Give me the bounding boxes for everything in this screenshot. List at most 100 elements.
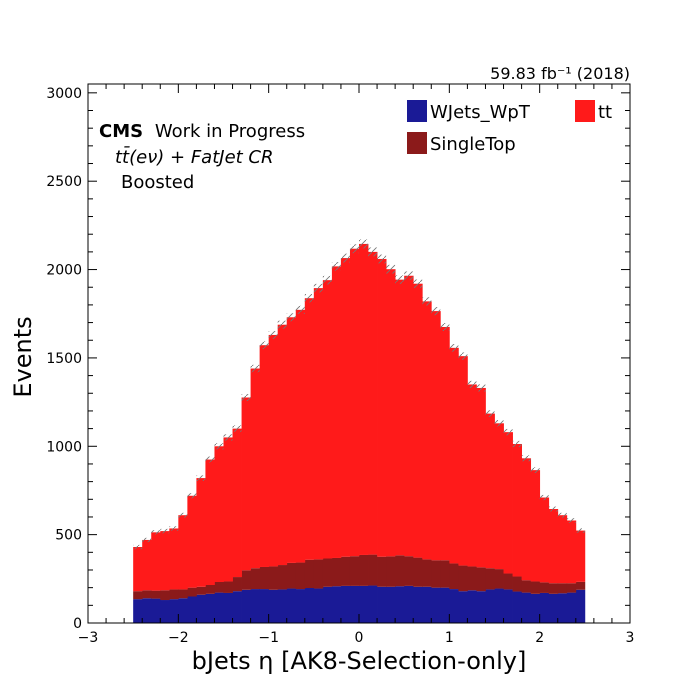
svg-text:CMS Work in Progress: CMS Work in Progress (99, 121, 305, 142)
bar-singletop-47 (557, 583, 568, 594)
bar-tt-29 (395, 279, 405, 556)
uncertainty-band-34 (440, 323, 450, 331)
bar-singletop-38 (476, 567, 486, 592)
bar-wjets-wpt-30 (404, 585, 414, 623)
bar-wjets-wpt-40 (494, 588, 504, 623)
bar-wjets-wpt-45 (539, 592, 550, 623)
bar-singletop-24 (349, 556, 360, 586)
category-label: Boosted (121, 172, 194, 193)
lumi-label: 59.83 fb⁻¹ (2018) (490, 64, 630, 83)
bar-wjets-wpt-25 (359, 585, 369, 623)
bar-tt-40 (494, 423, 504, 570)
uncertainty-band-21 (322, 275, 332, 285)
bar-wjets-wpt-43 (521, 592, 532, 623)
bar-singletop-12 (241, 570, 251, 590)
bar-singletop-6 (187, 587, 197, 597)
bar-wjets-wpt-46 (548, 593, 559, 623)
bar-tt-33 (431, 311, 441, 561)
uncertainty-band-28 (386, 264, 396, 274)
bar-singletop-42 (512, 576, 522, 592)
bar-singletop-39 (485, 568, 495, 590)
bar-wjets-wpt-33 (431, 587, 441, 623)
bar-singletop-41 (503, 573, 513, 590)
bar-tt-37 (467, 384, 477, 567)
bar-singletop-34 (440, 560, 450, 588)
bar-wjets-wpt-10 (223, 592, 233, 623)
x-tick-label-0: −3 (78, 630, 99, 646)
bar-singletop-4 (169, 589, 179, 600)
bar-wjets-wpt-41 (503, 589, 513, 623)
bar-wjets-wpt-5 (178, 598, 188, 623)
bar-tt-25 (359, 243, 369, 555)
bar-tt-18 (295, 309, 306, 563)
uncertainty-band-1 (142, 537, 152, 543)
bar-tt-21 (322, 280, 333, 559)
uncertainty-band-14 (259, 341, 269, 350)
bar-singletop-5 (178, 589, 188, 599)
bar-tt-16 (277, 324, 288, 566)
bar-wjets-wpt-27 (377, 586, 387, 623)
bar-wjets-wpt-14 (259, 589, 270, 623)
bar-wjets-wpt-23 (340, 585, 351, 623)
uncertainty-band-45 (539, 494, 549, 501)
bar-tt-1 (142, 539, 152, 591)
bar-wjets-wpt-38 (476, 591, 486, 623)
uncertainty-band-33 (431, 307, 441, 316)
y-tick-label-0: 0 (73, 616, 82, 632)
bar-wjets-wpt-3 (160, 600, 170, 623)
uncertainty-band-15 (268, 331, 278, 339)
uncertainty-band-18 (295, 305, 305, 314)
bar-wjets-wpt-4 (169, 599, 179, 623)
bar-singletop-25 (359, 554, 369, 586)
bar-wjets-wpt-39 (485, 589, 495, 623)
bar-singletop-22 (331, 557, 342, 587)
bar-singletop-1 (142, 590, 152, 599)
y-tick-label-2: 1000 (46, 439, 82, 455)
bar-tt-44 (530, 470, 541, 582)
uncertainty-band-9 (214, 443, 224, 450)
bar-tt-27 (377, 258, 387, 557)
bar-tt-41 (503, 432, 513, 574)
y-tick-label-1: 500 (55, 528, 82, 544)
bar-wjets-wpt-24 (349, 585, 360, 623)
y-axis-label: Events (9, 316, 37, 397)
bar-tt-38 (476, 387, 486, 568)
uncertainty-band-26 (368, 247, 378, 257)
bar-tt-47 (557, 515, 568, 584)
bar-singletop-32 (422, 559, 432, 587)
legend: WJets_WpT tt SingleTop (407, 100, 612, 155)
bar-wjets-wpt-34 (440, 587, 450, 623)
y-tick-label-4: 2000 (46, 263, 82, 279)
bar-singletop-48 (566, 583, 577, 593)
uncertainty-band-47 (557, 512, 567, 518)
x-tick-label-1: −2 (168, 630, 189, 646)
bar-singletop-46 (548, 583, 559, 594)
bar-tt-22 (331, 266, 342, 558)
uncertainty-band-36 (458, 352, 468, 360)
bar-tt-43 (521, 458, 532, 581)
uncertainty-band-46 (548, 506, 558, 512)
uncertainty-band-23 (340, 253, 350, 263)
cms-annotation: CMS Work in Progress tt̄(eν) + FatJet CR… (99, 121, 305, 193)
legend-swatch-wjets (407, 100, 427, 122)
bar-singletop-37 (467, 566, 477, 591)
bar-wjets-wpt-31 (413, 586, 423, 623)
uncertainty-band-16 (277, 320, 287, 329)
bar-wjets-wpt-9 (214, 592, 224, 623)
bar-singletop-29 (395, 555, 405, 587)
uncertainty-band-29 (395, 275, 405, 284)
bar-wjets-wpt-48 (566, 592, 577, 623)
uncertainty-band-49 (575, 528, 585, 533)
uncertainty-band-42 (512, 440, 522, 448)
bar-wjets-wpt-29 (395, 586, 405, 623)
uncertainty-band-12 (241, 394, 251, 401)
bar-wjets-wpt-49 (575, 589, 586, 623)
uncertainty-band-27 (377, 254, 387, 264)
bar-tt-3 (160, 531, 170, 591)
uncertainty-band-22 (331, 262, 341, 271)
bar-singletop-31 (413, 557, 423, 587)
uncertainty-band-4 (169, 526, 179, 531)
bar-singletop-7 (196, 586, 206, 595)
bar-singletop-15 (268, 566, 279, 590)
bar-wjets-wpt-2 (151, 598, 161, 623)
